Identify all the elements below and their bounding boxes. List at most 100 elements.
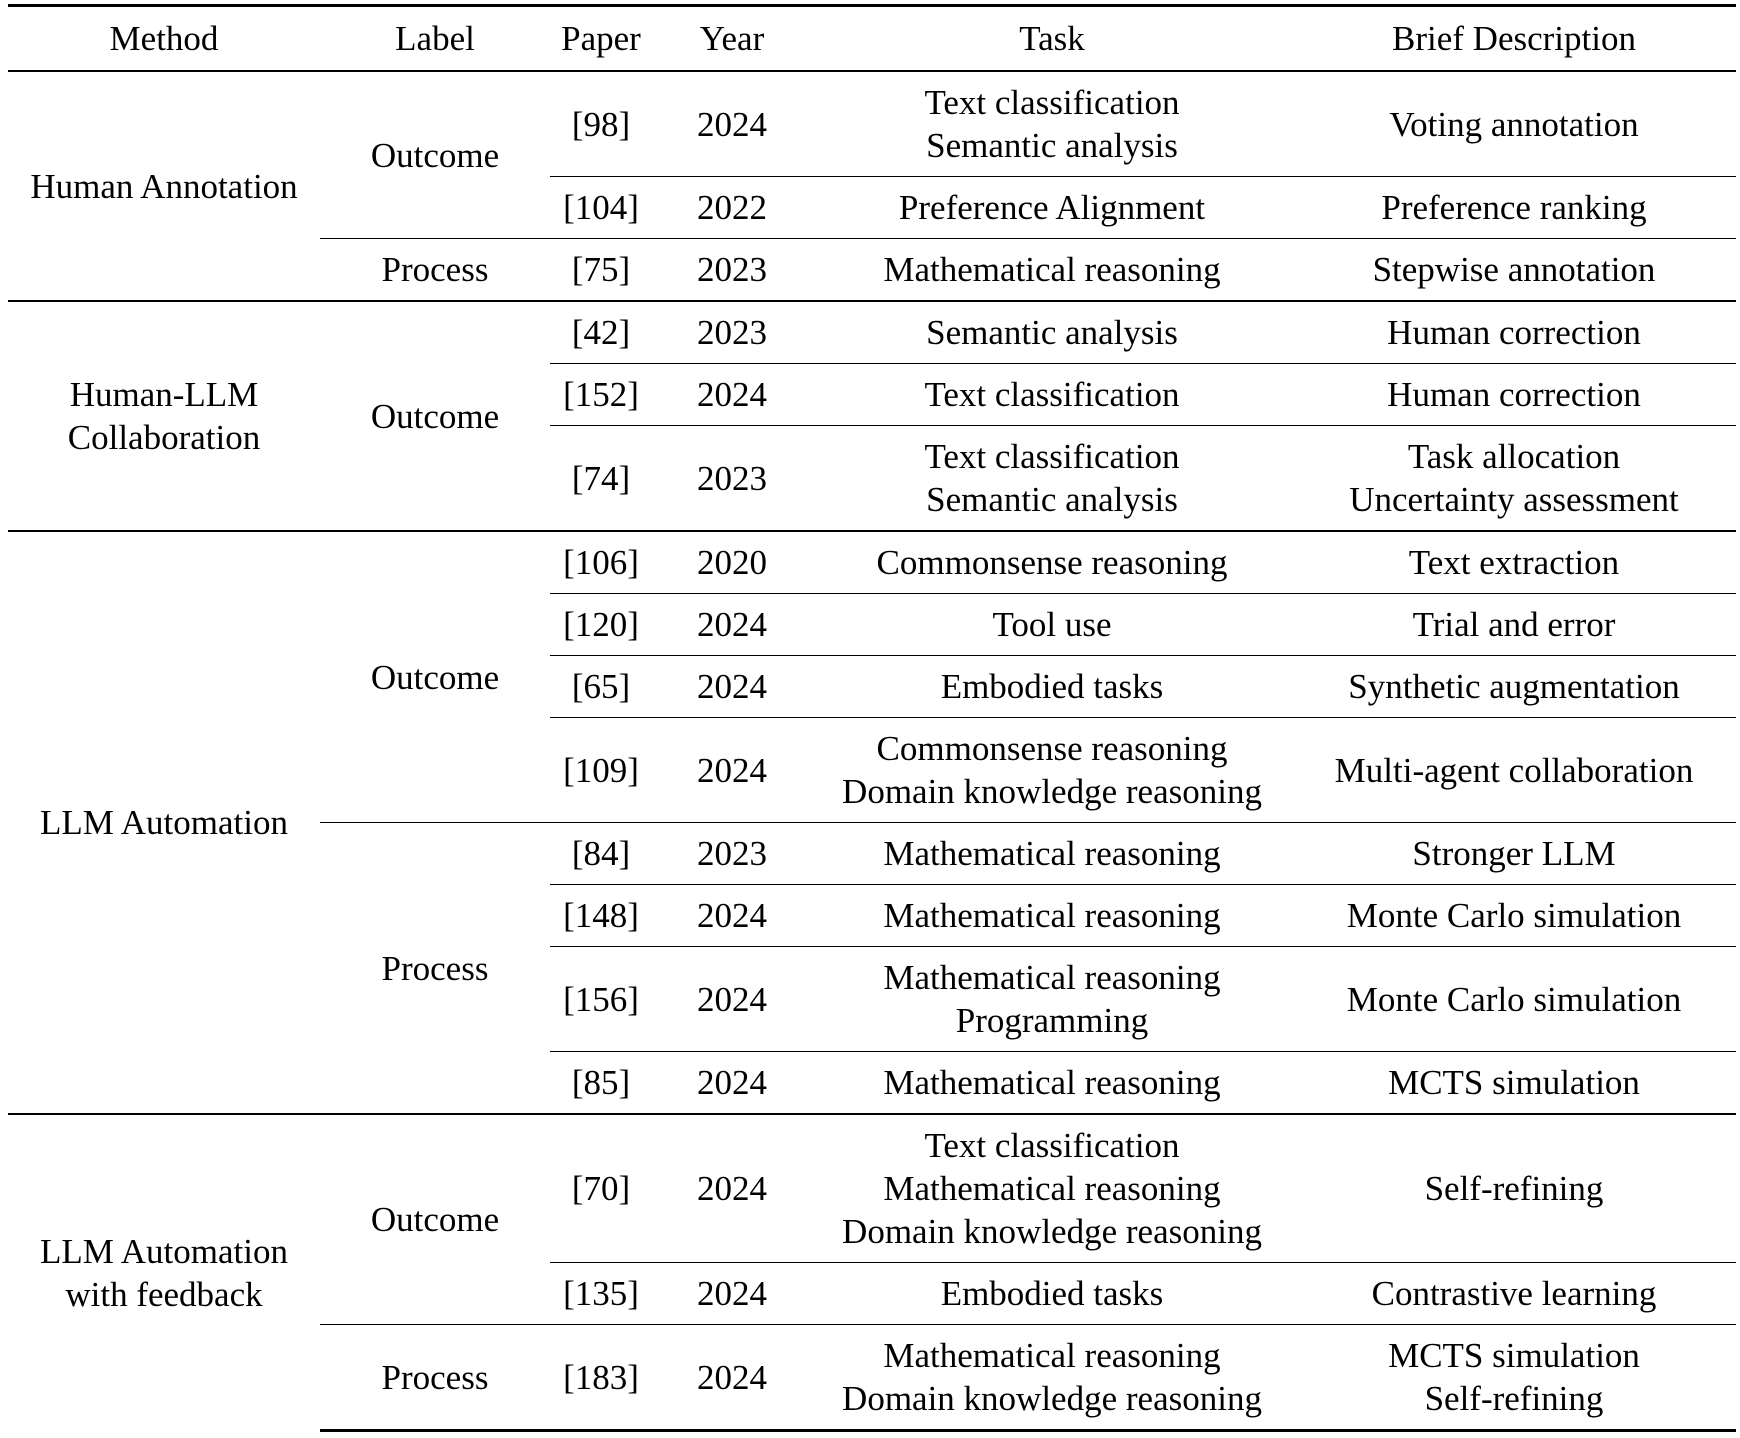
paper-ref: [65]	[571, 667, 631, 706]
year-cell: 2024	[652, 593, 812, 656]
cell-line: LLM Automation	[40, 803, 288, 842]
header-cell: Task	[812, 4, 1292, 71]
paper-ref: [75]	[571, 250, 631, 289]
paper-cell: [135]	[550, 1262, 652, 1325]
label-cell: Outcome	[320, 300, 550, 531]
description-cell: MCTS simulation Self-refining	[1292, 1324, 1736, 1432]
cell-line: Mathematical reasoning	[883, 958, 1221, 997]
paper-ref: [120]	[563, 605, 639, 644]
cell-line: with feedback	[65, 1274, 263, 1314]
cell-line: Semantic analysis	[926, 313, 1178, 352]
cell-line: Collaboration	[67, 418, 261, 457]
cell-line: Human correction	[1387, 313, 1641, 352]
description-cell: Stepwise annotation	[1292, 238, 1736, 301]
cell-line: Tool use	[992, 605, 1112, 644]
cell-line: Human correction	[1387, 375, 1641, 414]
table-row: [148] 2024 Mathematical reasoning Monte Car…	[8, 884, 1736, 947]
table-row: Process [75] 2023 Mathematical reasoning Ste…	[8, 238, 1736, 301]
table-row: [120] 2024 Tool use Trial and error	[8, 593, 1736, 656]
description-cell: Monte Carlo simulation	[1292, 884, 1736, 947]
task-cell: Mathematical reasoning	[812, 238, 1292, 301]
table-row: Human-LLM Collaboration Outcome [42] 2023 Sem…	[8, 300, 1736, 531]
cell-line: Embodied tasks	[940, 1274, 1164, 1313]
cell-line: Semantic analysis	[926, 480, 1178, 519]
task-cell: Mathematical reasoning	[812, 1051, 1292, 1114]
header-cell: Paper	[550, 4, 652, 71]
year-cell: 2023	[652, 822, 812, 885]
cell-line: Voting annotation	[1389, 104, 1639, 144]
cell-line: Mathematical reasoning	[883, 1063, 1221, 1102]
year-cell: 2022	[652, 176, 812, 239]
cell-line: Domain knowledge reasoning	[842, 1379, 1262, 1418]
cell-line: Mathematical reasoning	[883, 250, 1221, 289]
paper-cell: [183]	[550, 1324, 652, 1432]
cell-line: Human-LLM	[69, 375, 259, 414]
year-cell: 2024	[652, 884, 812, 947]
description-cell: Contrastive learning	[1292, 1262, 1736, 1325]
task-cell: Mathematical reasoning	[812, 822, 1292, 885]
header-row: Method Label Paper Year Task Brief Descriptio…	[8, 4, 1736, 71]
description-cell: Voting annotation	[1292, 70, 1736, 177]
year-cell: 2023	[652, 425, 812, 531]
cell-line: Commonsense reasoning	[876, 729, 1228, 768]
paper-cell: [74]	[550, 425, 652, 531]
cell-line: MCTS simulation	[1388, 1336, 1640, 1375]
label-cell: Process	[320, 822, 550, 1114]
paper-ref: [104]	[563, 188, 639, 227]
cell-line: Mathematical reasoning	[883, 834, 1221, 873]
table-body: Human Annotation Outcome [98] 2024 Text clas…	[8, 70, 1736, 1432]
cell-line: Preference Alignment	[898, 188, 1206, 227]
paper-cell: [104]	[550, 176, 652, 239]
cell-line: MCTS simulation	[1388, 1063, 1640, 1102]
year-cell: 2024	[652, 70, 812, 177]
cell-line: Stronger LLM	[1412, 834, 1616, 873]
task-cell: Mathematical reasoning Domain knowledge r…	[812, 1324, 1292, 1432]
cell-line: Text classification	[924, 375, 1180, 414]
cell-line: Stepwise annotation	[1372, 250, 1656, 289]
table-row: LLM Automation with feedback Outcome [70] 20…	[8, 1113, 1736, 1431]
cell-line: Task allocation	[1407, 437, 1621, 476]
task-cell: Mathematical reasoning	[812, 884, 1292, 947]
cell-line: Text extraction	[1408, 543, 1620, 582]
cell-line: Synthetic augmentation	[1348, 667, 1680, 706]
cell-line: Text classification	[924, 83, 1180, 122]
year-cell: 2024	[652, 1113, 812, 1263]
description-cell: Synthetic augmentation	[1292, 655, 1736, 718]
cell-line: Monte Carlo simulation	[1346, 896, 1682, 935]
paper-cell: [70]	[550, 1113, 652, 1263]
table-row: [74] 2023 Text classification Semantic anal…	[8, 425, 1736, 531]
description-cell: Trial and error	[1292, 593, 1736, 656]
paper-cell: [65]	[550, 655, 652, 718]
cell-line: Embodied tasks	[940, 667, 1164, 706]
paper-cell: [156]	[550, 946, 652, 1052]
paper-ref: [84]	[571, 834, 631, 873]
year-cell: 2024	[652, 1262, 812, 1325]
paper-ref: [109]	[563, 750, 639, 790]
paper-ref: [42]	[571, 313, 631, 352]
label-cell: Outcome	[320, 1113, 550, 1325]
description-cell: Human correction	[1292, 300, 1736, 364]
year-cell: 2020	[652, 530, 812, 594]
table-row: [152] 2024 Text classification Human correc…	[8, 363, 1736, 426]
paper-ref: [152]	[563, 375, 639, 414]
table-row: [156] 2024 Mathematical reasoning Programmi…	[8, 946, 1736, 1052]
paper-cell: [106]	[550, 530, 652, 594]
paper-ref: [135]	[563, 1274, 639, 1313]
cell-line: Text classification	[924, 1126, 1180, 1165]
method-cell: LLM Automation with feedback	[8, 1113, 320, 1431]
paper-ref: [183]	[563, 1357, 639, 1397]
task-cell: Text classification Mathematical reasonin…	[812, 1113, 1292, 1263]
paper-cell: [75]	[550, 238, 652, 301]
year-cell: 2024	[652, 717, 812, 823]
task-cell: Semantic analysis	[812, 300, 1292, 364]
table-row: LLM Automation Outcome [106] 2020 Commonsens…	[8, 530, 1736, 1114]
table-row: Process [183] 2024 Mathematical reasoning Do…	[8, 1324, 1736, 1432]
cell-line: Mathematical reasoning	[883, 1336, 1221, 1375]
paper-cell: [98]	[550, 70, 652, 177]
paper-ref: [148]	[563, 896, 639, 935]
cell-line: Preference ranking	[1381, 188, 1647, 227]
year-cell: 2024	[652, 1051, 812, 1114]
header-cell: Brief Description	[1292, 4, 1736, 71]
cell-line: Self-refining	[1424, 1169, 1604, 1208]
task-cell: Text classification	[812, 363, 1292, 426]
